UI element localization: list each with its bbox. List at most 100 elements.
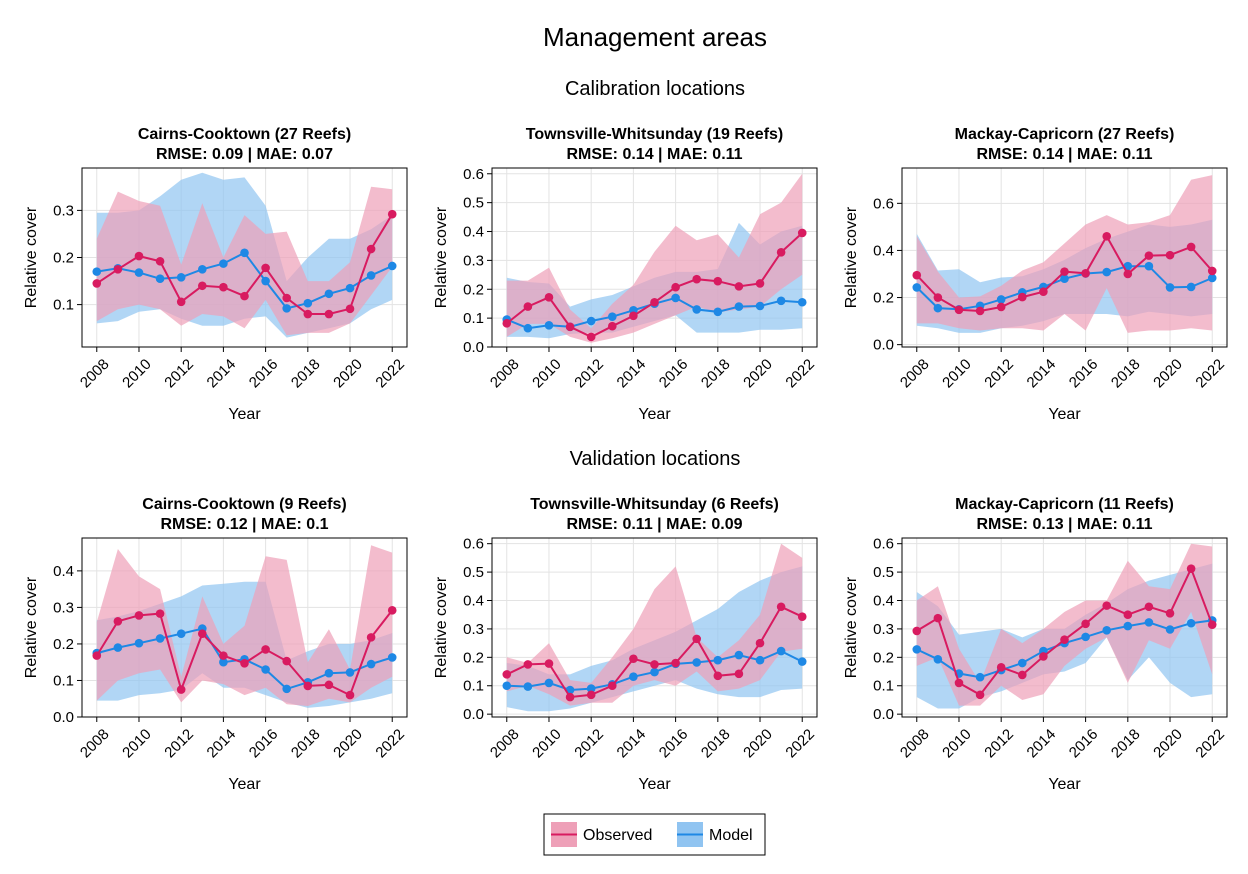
observed-point — [197, 281, 207, 291]
x-tick-label: 2012 — [981, 726, 1017, 762]
x-tick-label: 2020 — [330, 726, 366, 762]
observed-point — [565, 322, 575, 332]
observed-point — [734, 669, 744, 679]
observed-point — [303, 681, 313, 691]
model-point — [607, 312, 617, 321]
observed-point — [933, 293, 943, 302]
observed-point — [282, 656, 292, 666]
observed-point — [1017, 670, 1027, 680]
y-tick-label: 0.0 — [463, 339, 484, 356]
observed-point — [650, 297, 659, 307]
observed-band — [506, 543, 803, 706]
model-point — [1144, 261, 1154, 271]
y-tick-label: 0.4 — [873, 242, 894, 259]
observed-point — [629, 311, 638, 321]
panel-title: Cairns-Cooktown (27 Reefs) — [138, 126, 351, 143]
x-tick-label: 2018 — [288, 726, 324, 762]
observed-point — [797, 228, 807, 238]
panel-subtitle: RMSE: 0.14 | MAE: 0.11 — [976, 146, 1152, 163]
y-axis-label: Relative cover — [23, 206, 40, 308]
chart-panel-0: Cairns-Cooktown (27 Reefs) RMSE: 0.09 | M… — [23, 126, 408, 423]
observed-point — [219, 282, 228, 292]
x-tick-label: 2020 — [330, 356, 366, 392]
chart-panel-3: Cairns-Cooktown (9 Reefs) RMSE: 0.12 | MA… — [23, 496, 408, 793]
observed-point — [523, 660, 533, 669]
observed-point — [671, 282, 680, 292]
x-tick-label: 2014 — [1024, 726, 1060, 762]
x-axis-label: Year — [228, 776, 261, 793]
y-tick-label: 0.2 — [463, 281, 484, 298]
chart-panel-2: Mackay-Capricorn (27 Reefs) RMSE: 0.14 | … — [843, 126, 1228, 423]
observed-point — [1060, 635, 1069, 645]
observed-point — [113, 264, 123, 274]
y-tick-label: 0.6 — [463, 536, 484, 553]
observed-point — [671, 658, 680, 668]
y-tick-label: 0.4 — [53, 563, 74, 580]
x-tick-label: 2010 — [529, 726, 565, 762]
observed-point — [996, 662, 1006, 672]
y-tick-label: 0.2 — [463, 649, 484, 666]
model-point — [629, 672, 638, 681]
x-tick-label: 2010 — [939, 356, 975, 392]
observed-point — [261, 645, 270, 654]
x-tick-label: 2022 — [782, 726, 818, 762]
y-tick-label: 0.4 — [463, 224, 484, 241]
model-point — [1081, 632, 1090, 642]
model-point — [776, 646, 786, 656]
x-tick-label: 2022 — [1192, 726, 1228, 762]
y-tick-label: 0.3 — [463, 621, 484, 638]
observed-point — [544, 659, 554, 668]
model-point — [996, 295, 1006, 304]
observed-point — [1039, 652, 1048, 661]
plot-frame — [81, 537, 408, 718]
x-tick-label: 2016 — [656, 726, 692, 762]
observed-point — [607, 681, 617, 691]
x-tick-label: 2014 — [614, 726, 650, 762]
observed-point — [776, 602, 786, 612]
model-point — [197, 264, 207, 274]
row-title-calibration: Calibration locations — [565, 78, 745, 100]
model-point — [544, 678, 554, 688]
x-axis-label: Year — [228, 406, 261, 423]
y-axis-label: Relative cover — [843, 206, 860, 308]
model-point — [692, 658, 702, 667]
x-tick-label: 2020 — [740, 356, 776, 392]
observed-point — [1081, 268, 1090, 278]
x-tick-label: 2018 — [1108, 726, 1144, 762]
observed-point — [92, 651, 102, 660]
observed-point — [240, 291, 249, 301]
x-tick-label: 2018 — [698, 726, 734, 762]
legend-label-model: Model — [709, 827, 753, 844]
x-axis-label: Year — [638, 406, 671, 423]
observed-point — [565, 692, 575, 702]
model-point — [523, 682, 533, 691]
y-axis-label: Relative cover — [843, 576, 860, 678]
model-point — [523, 323, 533, 333]
x-axis-label: Year — [638, 776, 671, 793]
legend: Observed Model — [543, 813, 766, 856]
x-tick-label: 2020 — [1150, 356, 1186, 392]
y-tick-label: 0.2 — [53, 250, 74, 267]
observed-point — [155, 256, 165, 266]
model-point — [1123, 621, 1133, 631]
chart-panel-4: Townsville-Whitsunday (6 Reefs) RMSE: 0.1… — [433, 496, 818, 793]
y-tick-label: 0.1 — [53, 672, 74, 689]
panel-subtitle: RMSE: 0.13 | MAE: 0.11 — [976, 516, 1152, 533]
model-point — [692, 305, 702, 314]
plot-frame — [491, 537, 818, 718]
observed-point — [502, 670, 512, 679]
model-point — [1207, 273, 1217, 283]
model-point — [261, 665, 270, 674]
x-tick-label: 2008 — [77, 726, 113, 762]
model-point — [912, 283, 922, 292]
observed-point — [240, 659, 249, 668]
model-point — [366, 659, 376, 669]
observed-point — [933, 613, 943, 623]
y-tick-label: 0.6 — [873, 536, 894, 553]
x-tick-label: 2012 — [571, 726, 607, 762]
observed-point — [502, 319, 512, 328]
observed-point — [92, 279, 102, 288]
y-axis-label: Relative cover — [23, 576, 40, 678]
observed-point — [692, 634, 702, 644]
y-tick-label: 0.1 — [463, 678, 484, 695]
